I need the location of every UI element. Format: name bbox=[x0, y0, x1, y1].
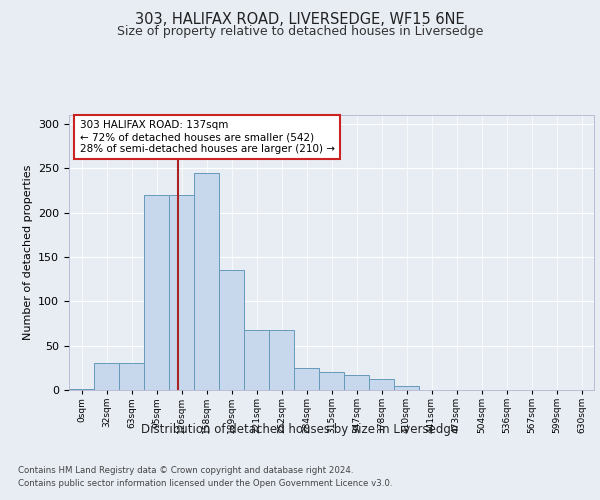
Text: 303 HALIFAX ROAD: 137sqm
← 72% of detached houses are smaller (542)
28% of semi-: 303 HALIFAX ROAD: 137sqm ← 72% of detach… bbox=[79, 120, 335, 154]
Bar bbox=[394, 386, 419, 390]
Bar bbox=[244, 330, 269, 390]
Text: Contains public sector information licensed under the Open Government Licence v3: Contains public sector information licen… bbox=[18, 479, 392, 488]
Bar bbox=[144, 195, 169, 390]
Bar bbox=[94, 364, 119, 390]
Bar bbox=[369, 380, 394, 390]
Bar bbox=[169, 195, 194, 390]
Bar bbox=[269, 330, 294, 390]
Text: Size of property relative to detached houses in Liversedge: Size of property relative to detached ho… bbox=[117, 25, 483, 38]
Text: Contains HM Land Registry data © Crown copyright and database right 2024.: Contains HM Land Registry data © Crown c… bbox=[18, 466, 353, 475]
Bar bbox=[294, 368, 319, 390]
Y-axis label: Number of detached properties: Number of detached properties bbox=[23, 165, 32, 340]
Text: 303, HALIFAX ROAD, LIVERSEDGE, WF15 6NE: 303, HALIFAX ROAD, LIVERSEDGE, WF15 6NE bbox=[135, 12, 465, 28]
Text: Distribution of detached houses by size in Liversedge: Distribution of detached houses by size … bbox=[142, 422, 458, 436]
Bar bbox=[119, 364, 144, 390]
Bar bbox=[69, 389, 94, 390]
Bar bbox=[344, 375, 369, 390]
Bar bbox=[219, 270, 244, 390]
Bar bbox=[319, 372, 344, 390]
Bar bbox=[194, 172, 219, 390]
